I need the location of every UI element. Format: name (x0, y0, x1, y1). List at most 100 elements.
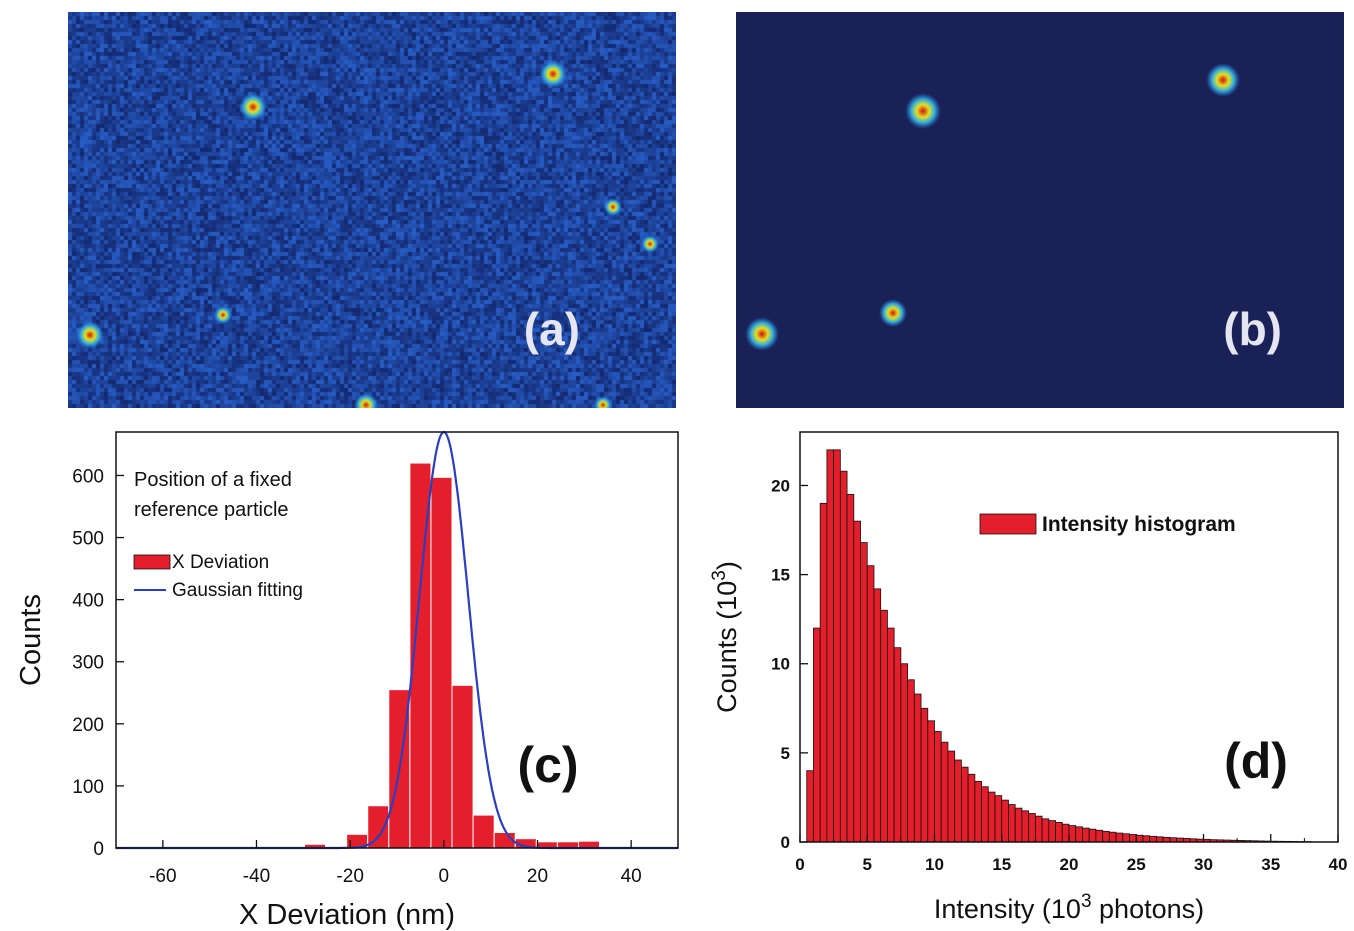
bar (1156, 836, 1164, 843)
legend-swatch (979, 513, 1037, 535)
bar (1095, 829, 1104, 843)
x-tick-label: 40 (1329, 855, 1348, 874)
bar (913, 693, 922, 843)
bar (994, 795, 1003, 843)
bar (1001, 799, 1009, 843)
y-tick-label: 0 (93, 839, 104, 860)
bar (1129, 834, 1137, 843)
panel-a-canvas (68, 12, 676, 408)
chart-d: 0 5 10 15 20 25 30 35 40 0 5 10 15 20 Intensity (103 p… (709, 431, 1348, 924)
x-axis-label-sup: 3 (1081, 891, 1092, 912)
x-tick-label: 20 (527, 866, 548, 887)
bar (367, 805, 390, 849)
bar (947, 750, 956, 843)
y-axis-label-tail: ) (712, 561, 742, 570)
bar (1149, 835, 1157, 843)
x-tick-label: 25 (1127, 855, 1146, 874)
x-tick-label: 30 (1194, 855, 1213, 874)
bar (860, 542, 868, 843)
y-tick-label: 300 (72, 653, 104, 674)
x-axis-label-tail: photons) (1092, 894, 1205, 924)
bar (1061, 823, 1070, 843)
bar (907, 679, 915, 843)
x-tick-label: -40 (243, 866, 270, 887)
bar (839, 470, 848, 843)
bar (1041, 818, 1050, 843)
bar (826, 449, 835, 843)
legend-label-line: Gaussian fitting (172, 580, 303, 601)
y-tick-label: 100 (72, 777, 104, 798)
y-tick-label: 10 (771, 655, 790, 674)
bar (819, 502, 828, 843)
bar (1034, 815, 1043, 843)
annotation-line-1: Position of a fixed (134, 469, 292, 491)
y-tick-label: 20 (771, 476, 790, 495)
bar (866, 565, 875, 843)
bar (960, 766, 969, 843)
bar (1122, 833, 1130, 843)
panel-a-label: (a) (523, 303, 580, 355)
x-tick-label: 20 (1060, 855, 1079, 874)
bar (1088, 828, 1097, 843)
bar (873, 588, 882, 843)
x-tick-label: 0 (439, 866, 450, 887)
bar (430, 476, 453, 849)
x-tick-label: 5 (863, 855, 872, 874)
bar (981, 786, 989, 843)
bar (1082, 827, 1090, 843)
bar (880, 609, 888, 843)
x-tick-label: 15 (992, 855, 1011, 874)
bar (893, 647, 902, 843)
panel-a-image: (a) (68, 12, 676, 408)
bar (954, 759, 962, 843)
y-tick-label: 600 (72, 466, 104, 487)
bar (472, 814, 495, 849)
bar (1021, 810, 1030, 843)
y-tick-label: 0 (781, 833, 790, 852)
x-tick-label: -60 (149, 866, 176, 887)
bar (1115, 832, 1124, 843)
x-axis-label: Intensity (103 photons) (934, 891, 1204, 924)
bar (940, 741, 949, 843)
panel-b-canvas (736, 12, 1344, 408)
y-tick-label: 200 (72, 715, 104, 736)
bar (920, 707, 929, 843)
x-tick-label: 0 (795, 855, 804, 874)
x-tick-label: 35 (1261, 855, 1280, 874)
y-tick-label: 5 (781, 744, 790, 763)
bar (846, 493, 855, 843)
bar (974, 780, 982, 843)
gaussian-fit-line (116, 430, 678, 850)
bar (1102, 830, 1110, 843)
panel-d-label: (d) (1224, 733, 1288, 789)
y-axis-label-sup: 3 (709, 570, 730, 581)
bar (927, 720, 935, 843)
legend-swatch-bars (133, 554, 171, 570)
bar (1135, 834, 1144, 843)
panel-c-label: (c) (517, 737, 578, 793)
bar (987, 791, 996, 843)
y-tick-label: 500 (72, 529, 104, 550)
bar (806, 770, 814, 843)
bar (813, 627, 821, 843)
plot-frame (115, 431, 679, 849)
bar (1075, 826, 1083, 843)
bar (1028, 813, 1036, 843)
bar (1068, 825, 1077, 843)
annotation-line-2: reference particle (134, 499, 289, 521)
y-axis-label-main: Counts (10 (712, 581, 742, 713)
bar (887, 627, 895, 843)
bar (934, 731, 942, 843)
bar (1014, 807, 1023, 843)
y-axis-label: Counts (15, 594, 47, 686)
y-axis-label: Counts (103) (709, 561, 742, 713)
bar (853, 520, 861, 843)
x-tick-label: -20 (336, 866, 363, 887)
bar (1142, 835, 1151, 843)
bar (451, 684, 474, 849)
bar (1108, 831, 1117, 843)
bar (967, 773, 976, 843)
panel-b-label: (b) (1223, 303, 1282, 355)
x-tick-label: 10 (925, 855, 944, 874)
y-tick-label: 15 (771, 566, 790, 585)
